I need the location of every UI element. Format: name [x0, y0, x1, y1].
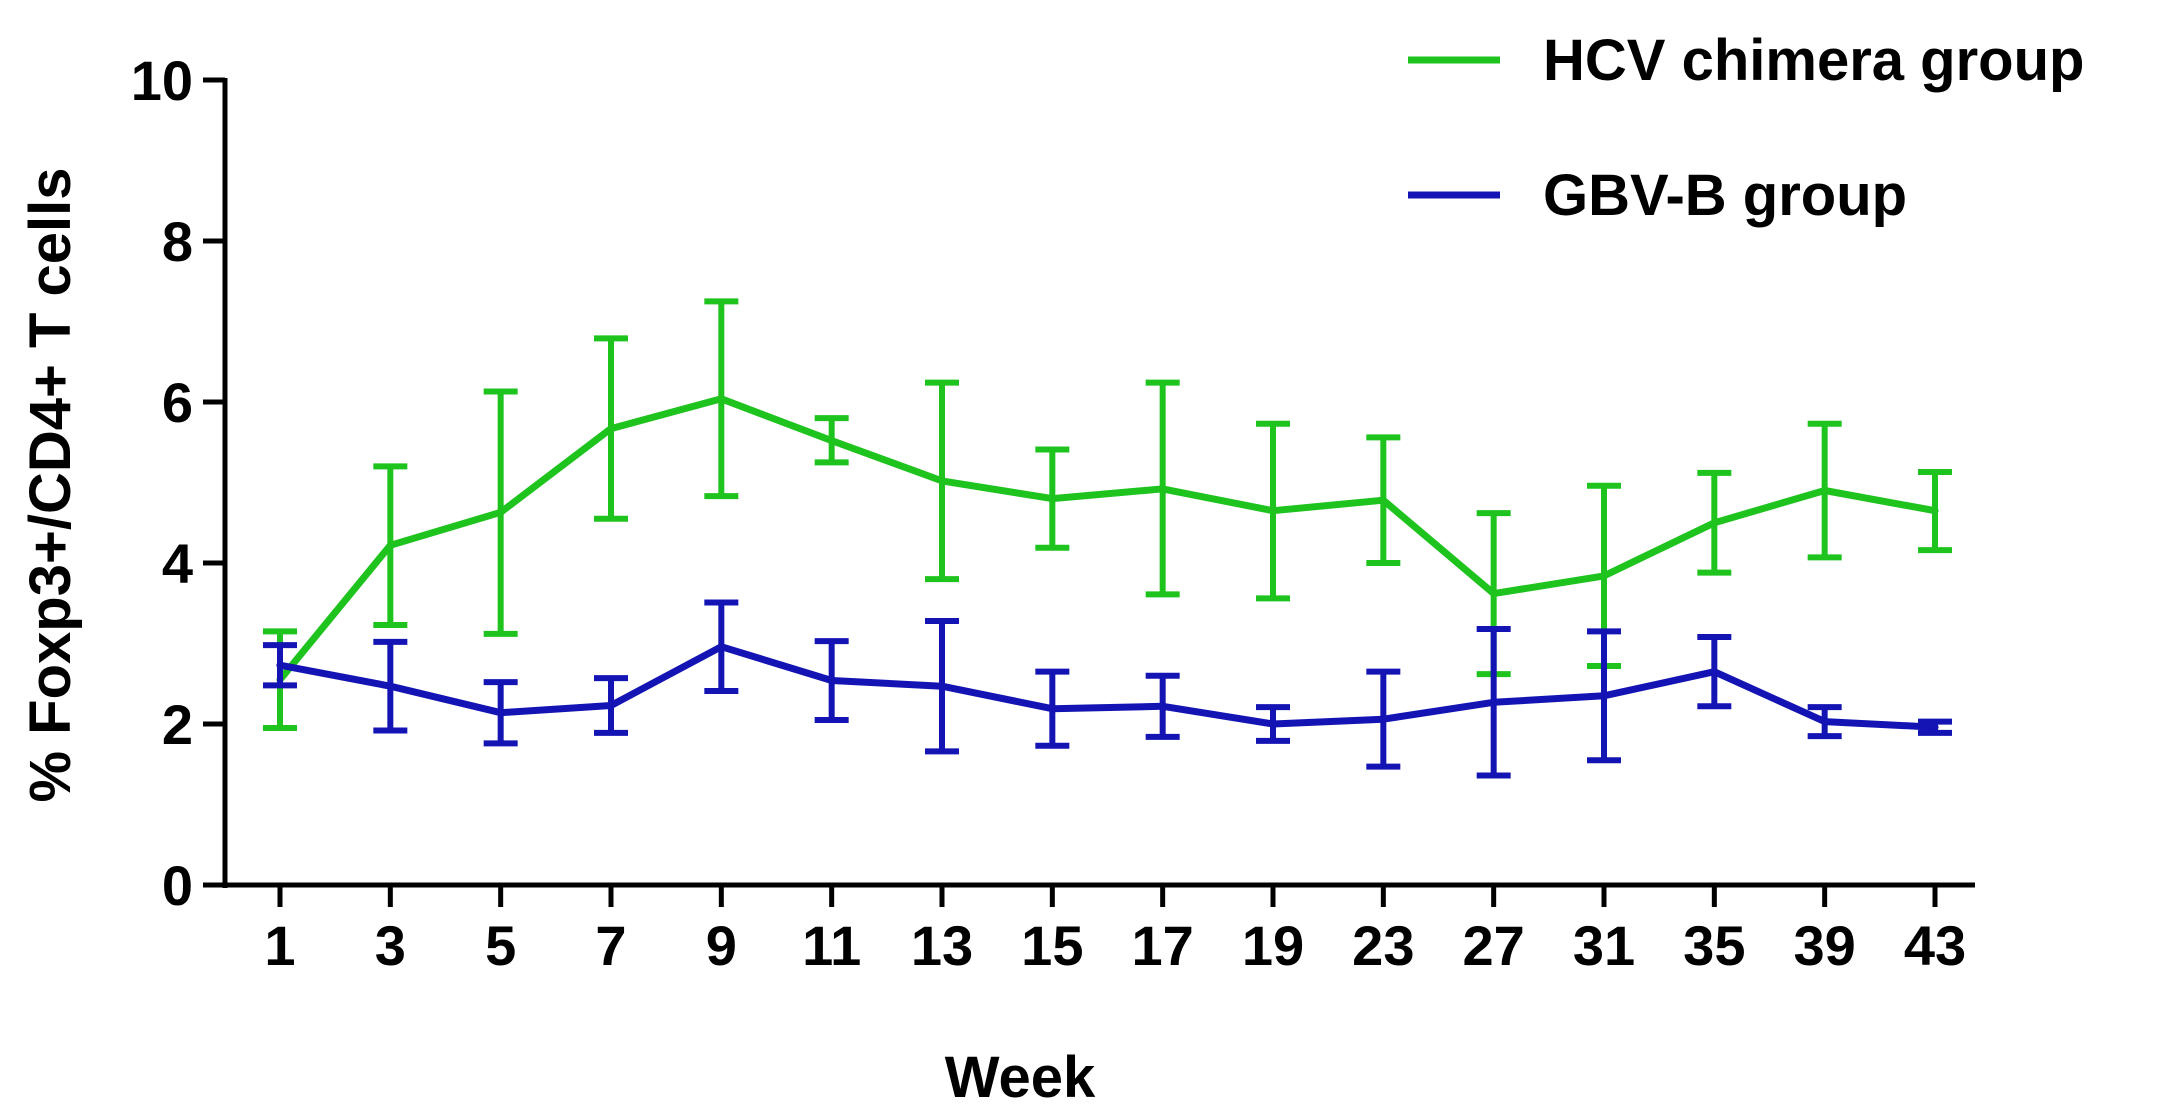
data-point: [828, 677, 836, 685]
x-tick-label: 13: [911, 914, 973, 977]
data-point: [497, 508, 505, 516]
y-tick-label: 10: [131, 49, 193, 112]
x-tick-label: 3: [375, 914, 406, 977]
legend-label: GBV-B group: [1543, 163, 1907, 228]
data-point: [497, 709, 505, 717]
x-tick-label: 39: [1794, 914, 1856, 977]
data-point: [1490, 698, 1498, 706]
data-point: [1269, 720, 1277, 728]
data-point: [938, 477, 946, 485]
data-point: [1821, 718, 1829, 726]
x-tick-label: 11: [802, 914, 861, 977]
x-tick-label: 15: [1021, 914, 1083, 977]
series-line: [276, 395, 1939, 684]
legend-label: HCV chimera group: [1543, 28, 2084, 93]
series-line: [276, 643, 1939, 731]
x-tick-label: 31: [1573, 914, 1635, 977]
x-tick-label: 9: [706, 914, 737, 977]
data-point: [276, 661, 284, 669]
data-point: [386, 541, 394, 549]
data-point: [607, 701, 615, 709]
data-point: [1931, 723, 1939, 731]
x-axis-label: Week: [945, 1045, 1096, 1110]
x-tick-label: 35: [1683, 914, 1745, 977]
x-tick-label: 7: [595, 914, 626, 977]
data-point: [1710, 519, 1718, 527]
y-axis-label: % Foxp3+/CD4+ T cells: [18, 167, 83, 802]
x-tick-label: 19: [1242, 914, 1304, 977]
data-point: [1269, 507, 1277, 515]
data-point: [386, 682, 394, 690]
x-tick-label: 23: [1352, 914, 1414, 977]
data-point: [1048, 495, 1056, 503]
data-point: [1600, 572, 1608, 580]
y-tick-label: 8: [162, 210, 193, 273]
x-tick-label: 17: [1132, 914, 1194, 977]
data-point: [717, 643, 725, 651]
x-tick-label: 5: [485, 914, 516, 977]
x-tick-label: 1: [264, 914, 295, 977]
x-tick-label: 27: [1463, 914, 1525, 977]
y-tick-label: 0: [162, 854, 193, 917]
x-tick-label: 43: [1904, 914, 1966, 977]
data-point: [1710, 668, 1718, 676]
y-tick-label: 4: [162, 532, 193, 595]
data-point: [1379, 496, 1387, 504]
data-point: [1159, 702, 1167, 710]
y-tick-label: 6: [162, 371, 193, 434]
data-point: [938, 682, 946, 690]
series-layer: [263, 298, 1952, 779]
legend: HCV chimera group GBV-B group: [1408, 28, 2084, 228]
series-gbv-b: [263, 599, 1952, 779]
data-point: [828, 437, 836, 445]
y-tick-label: 2: [162, 693, 193, 756]
data-point: [717, 395, 725, 403]
data-point: [1931, 507, 1939, 515]
data-point: [607, 425, 615, 433]
data-point: [1048, 705, 1056, 713]
data-point: [1600, 692, 1608, 700]
data-point: [1821, 487, 1829, 495]
data-point: [1379, 715, 1387, 723]
data-point: [1159, 485, 1167, 493]
series-hcv-chimera: [263, 298, 1952, 732]
data-point: [1490, 590, 1498, 598]
